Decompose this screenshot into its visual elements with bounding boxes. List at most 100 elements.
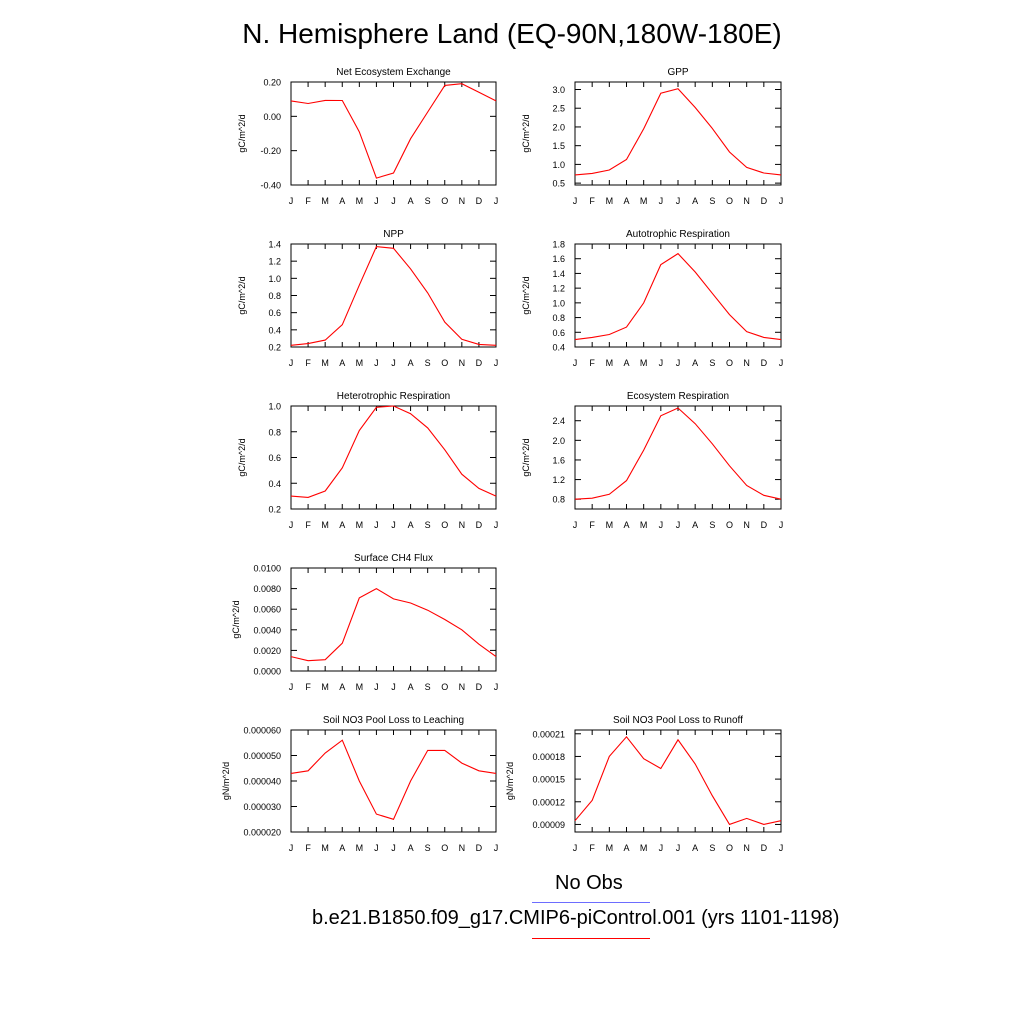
y-tick-label: 1.8	[552, 240, 565, 250]
x-tick-label: A	[623, 196, 629, 206]
x-tick-label: J	[659, 843, 664, 853]
x-tick-label: N	[459, 196, 466, 206]
x-tick-label: O	[726, 520, 733, 530]
x-tick-label: J	[374, 682, 379, 692]
x-tick-label: O	[726, 843, 733, 853]
x-tick-label: A	[339, 358, 345, 368]
x-tick-label: S	[425, 682, 431, 692]
x-tick-label: N	[743, 520, 750, 530]
x-tick-label: J	[676, 358, 681, 368]
x-tick-label: A	[623, 520, 629, 530]
x-tick-label: J	[676, 843, 681, 853]
x-tick-label: M	[356, 520, 364, 530]
x-tick-label: J	[659, 520, 664, 530]
y-axis-label: gC/m^2/d	[521, 276, 531, 314]
x-tick-label: J	[494, 358, 499, 368]
x-tick-label: J	[391, 196, 396, 206]
series-line	[574, 407, 782, 500]
y-tick-label: 0.8	[268, 291, 281, 301]
x-tick-label: A	[408, 358, 414, 368]
x-tick-label: M	[606, 196, 614, 206]
chart-title: Net Ecosystem Exchange	[336, 67, 451, 78]
y-tick-label: 0.6	[268, 308, 281, 318]
x-tick-label: J	[374, 358, 379, 368]
y-tick-label: 0.0100	[253, 564, 281, 574]
x-tick-label: D	[476, 358, 483, 368]
y-tick-label: 1.6	[552, 455, 565, 465]
y-tick-label: 3.0	[552, 85, 565, 95]
x-tick-label: S	[425, 196, 431, 206]
y-tick-label: 1.4	[552, 269, 565, 279]
x-tick-label: A	[623, 358, 629, 368]
y-tick-label: 0.4	[552, 343, 565, 353]
x-tick-label: M	[640, 843, 648, 853]
x-tick-label: J	[289, 358, 294, 368]
x-tick-label: J	[289, 682, 294, 692]
x-tick-label: A	[692, 843, 698, 853]
y-tick-label: 1.6	[552, 254, 565, 264]
y-tick-label: 1.0	[552, 160, 565, 170]
y-tick-label: 0.0080	[253, 584, 281, 594]
x-tick-label: J	[374, 196, 379, 206]
chart-title: Surface CH4 Flux	[354, 553, 433, 564]
y-tick-label: 0.0000	[253, 667, 281, 677]
x-tick-label: F	[305, 196, 311, 206]
series-line	[290, 405, 497, 498]
y-tick-label: 0.000020	[243, 828, 281, 838]
x-tick-label: A	[408, 196, 414, 206]
y-axis-label: gN/m^2/d	[505, 762, 515, 800]
x-tick-label: O	[441, 520, 448, 530]
x-tick-label: J	[573, 843, 578, 853]
x-tick-label: J	[289, 843, 294, 853]
x-tick-label: J	[779, 358, 784, 368]
x-tick-label: D	[761, 843, 768, 853]
chart-title: Autotrophic Respiration	[626, 229, 730, 240]
y-tick-label: 2.4	[552, 416, 565, 426]
plot-frame	[574, 243, 782, 348]
x-tick-label: S	[425, 358, 431, 368]
x-tick-label: A	[692, 196, 698, 206]
y-tick-label: 0.0060	[253, 605, 281, 615]
chart-title: GPP	[667, 67, 688, 78]
chart-title: Heterotrophic Respiration	[337, 391, 450, 402]
plot-frame	[290, 405, 497, 510]
x-tick-label: M	[640, 196, 648, 206]
y-tick-label: 1.2	[552, 284, 565, 294]
x-tick-label: A	[339, 196, 345, 206]
x-tick-label: O	[726, 196, 733, 206]
y-tick-label: 0.6	[552, 328, 565, 338]
x-tick-label: M	[321, 843, 329, 853]
y-tick-label: 1.0	[268, 274, 281, 284]
y-tick-label: 0.4	[268, 479, 281, 489]
x-tick-label: F	[305, 358, 311, 368]
y-tick-label: 1.0	[268, 402, 281, 412]
x-tick-label: S	[425, 843, 431, 853]
x-tick-label: M	[321, 196, 329, 206]
x-tick-label: J	[659, 196, 664, 206]
y-tick-label: 0.8	[268, 427, 281, 437]
x-tick-label: M	[606, 358, 614, 368]
y-tick-label: 0.5	[552, 179, 565, 189]
y-tick-label: 2.0	[552, 122, 565, 132]
y-axis-label: gC/m^2/d	[231, 600, 241, 638]
x-tick-label: J	[573, 520, 578, 530]
x-tick-label: J	[494, 843, 499, 853]
x-tick-label: J	[659, 358, 664, 368]
x-tick-label: A	[339, 843, 345, 853]
x-tick-label: N	[459, 520, 466, 530]
x-tick-label: F	[589, 843, 595, 853]
x-tick-label: A	[408, 520, 414, 530]
y-tick-label: 0.000060	[243, 726, 281, 736]
chart-title: Ecosystem Respiration	[627, 391, 729, 402]
x-tick-label: M	[356, 196, 364, 206]
plot-frame	[574, 729, 782, 833]
x-tick-label: J	[494, 682, 499, 692]
x-tick-label: F	[589, 520, 595, 530]
x-tick-label: A	[408, 843, 414, 853]
y-tick-label: -0.20	[260, 146, 281, 156]
x-tick-label: J	[374, 520, 379, 530]
legend-model-label: b.e21.B1850.f09_g17.CMIP6-piControl.001 …	[312, 907, 840, 929]
